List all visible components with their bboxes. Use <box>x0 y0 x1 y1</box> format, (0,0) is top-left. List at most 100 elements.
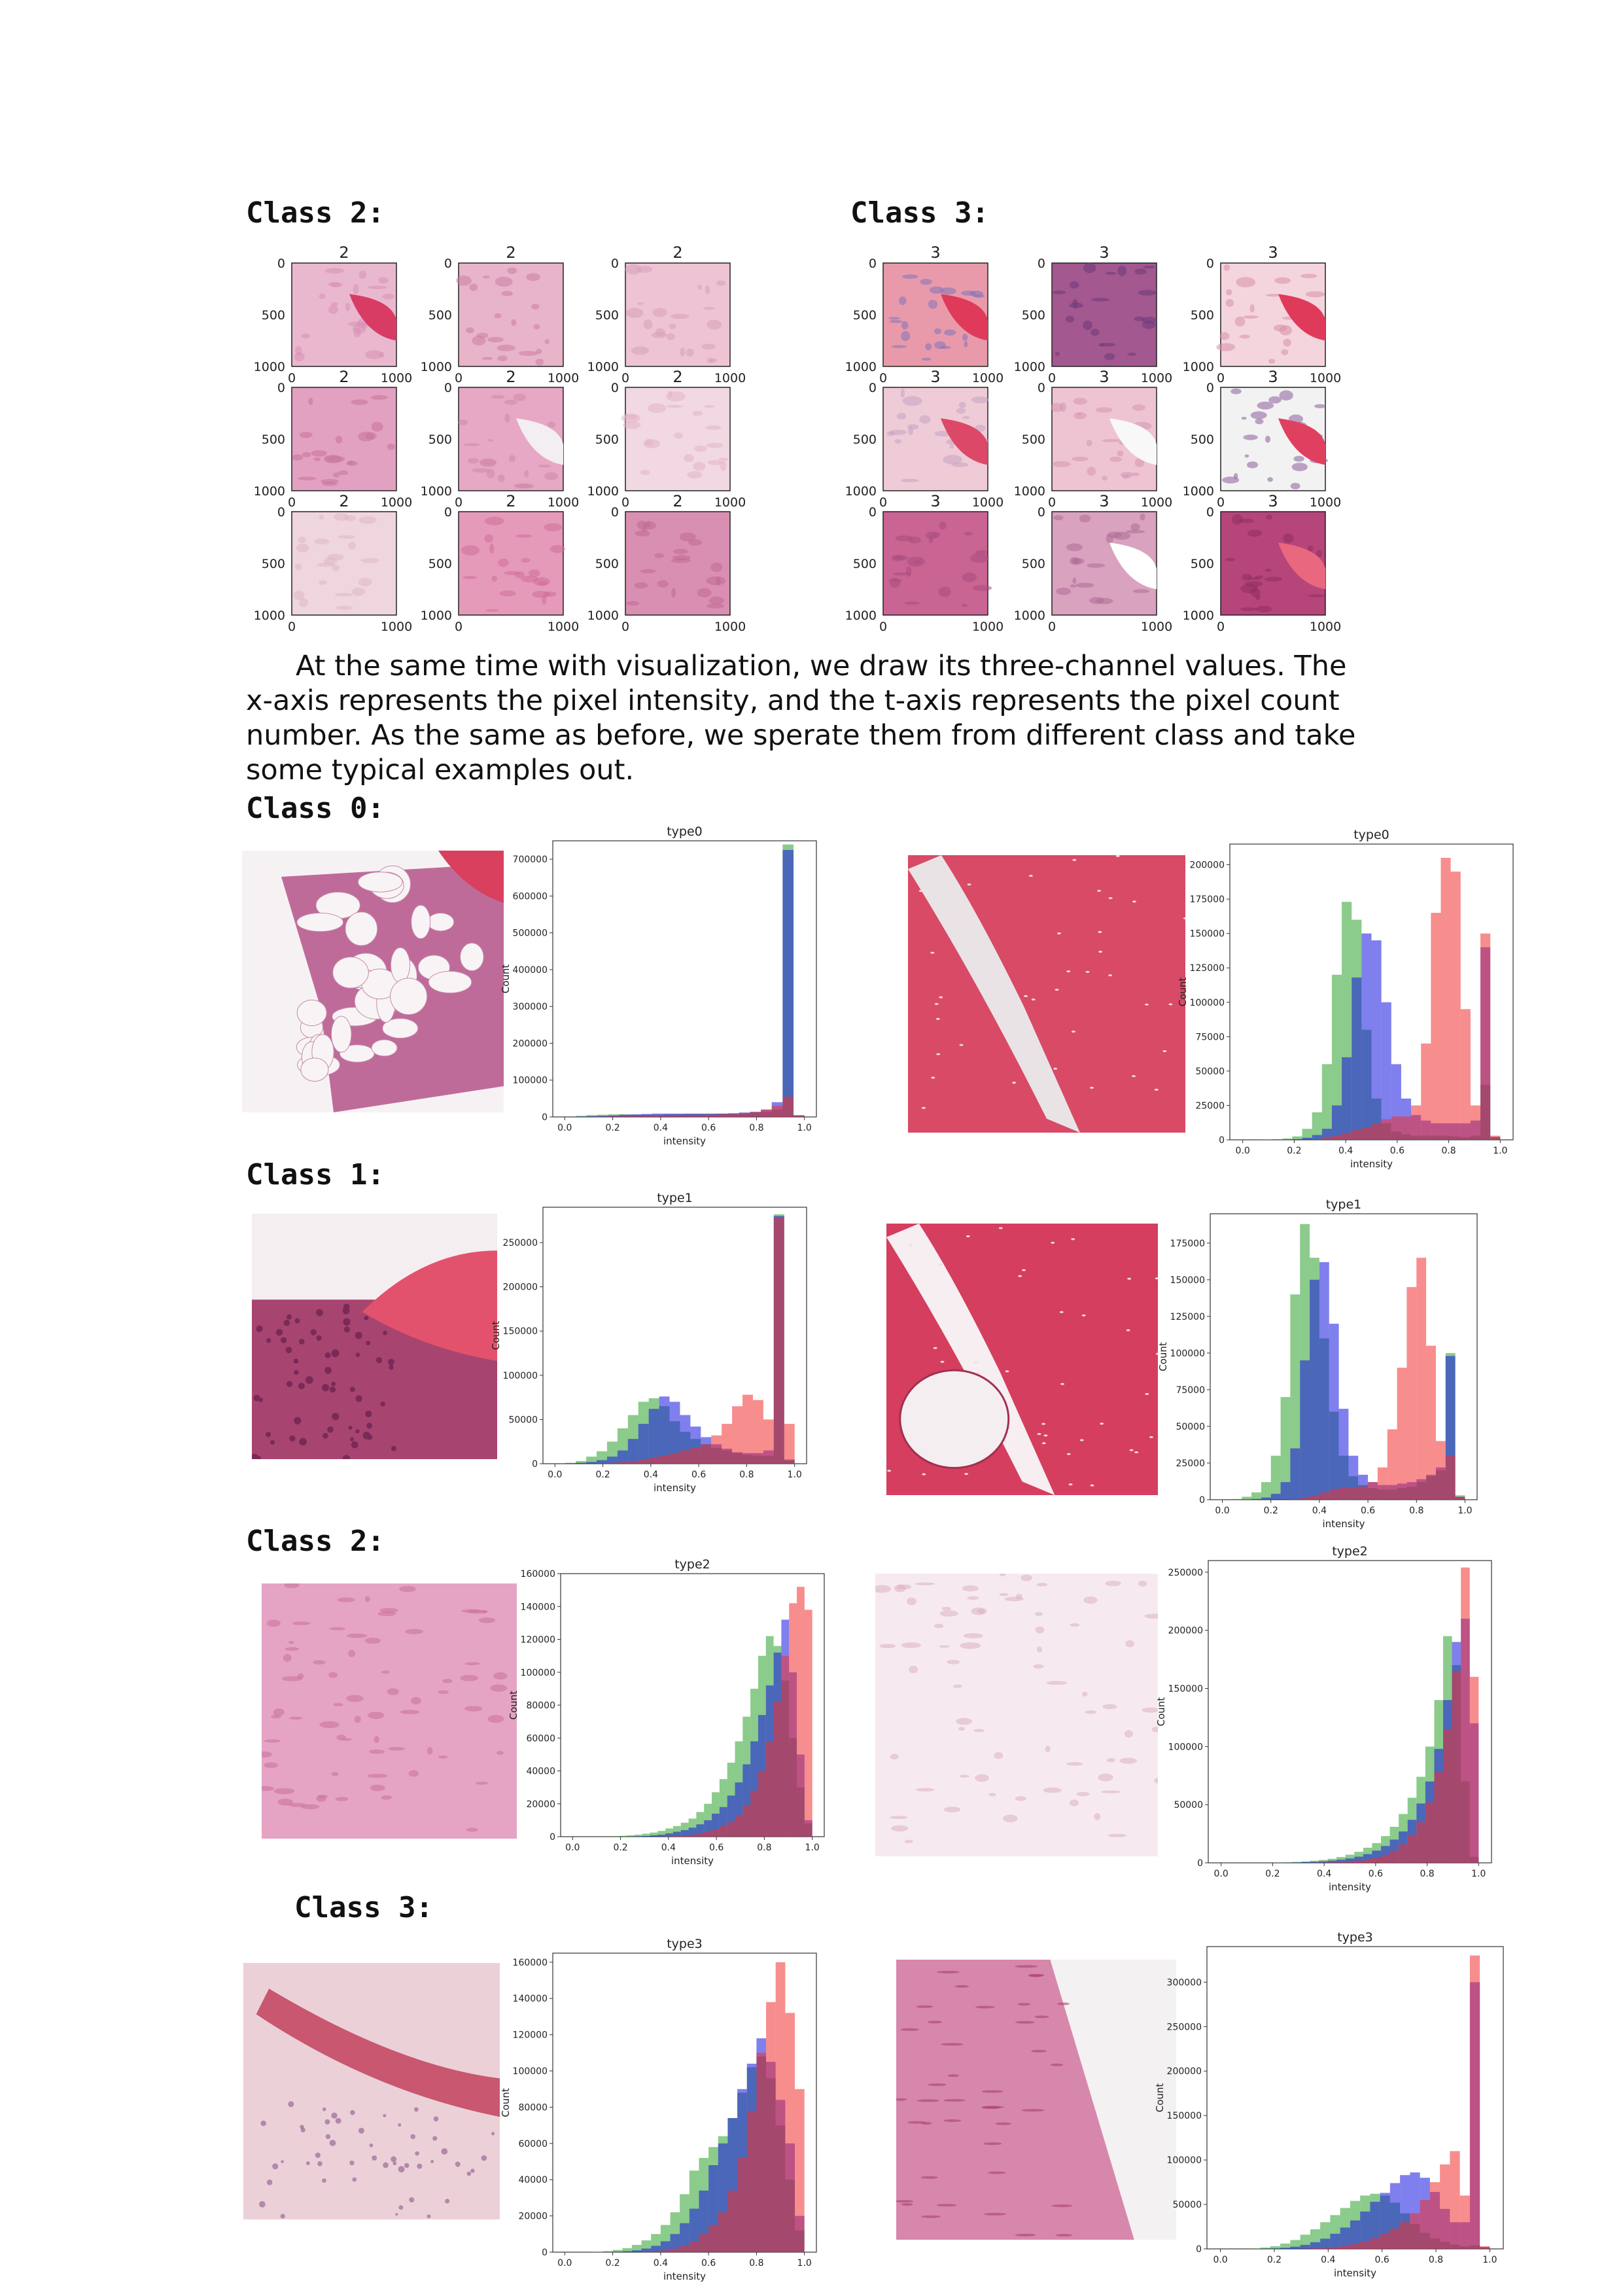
y-tick-label: 40000 <box>518 2175 548 2185</box>
photo-nucleus <box>286 1314 292 1320</box>
histogram-bar-blue <box>1330 2233 1340 2249</box>
photo-fiber <box>1057 2002 1070 2005</box>
tile-texture <box>526 273 541 281</box>
histogram-bar-green <box>1242 1496 1252 1500</box>
photo-texture <box>875 1585 892 1593</box>
photo-texture <box>1045 1745 1051 1753</box>
photo-texture <box>943 1807 961 1812</box>
histogram-class3-a: type3 0 20000 40000 60000 80000 100000 120000 14… <box>500 1937 817 2282</box>
tile-xtick: 1000 <box>381 495 412 510</box>
photo-lacuna <box>1089 1086 1094 1089</box>
histogram-bar-red <box>766 2002 776 2252</box>
histogram-bar-red <box>765 1741 774 1837</box>
tile-accent <box>349 294 396 341</box>
y-tick-label: 0 <box>550 1832 555 1843</box>
histogram-bar-blue <box>1345 1858 1355 1863</box>
histogram-bar-red <box>689 2241 699 2252</box>
photo-texture <box>467 1610 488 1614</box>
photo-fiber <box>995 2122 1012 2125</box>
tile-accent <box>1278 542 1325 590</box>
tile-ytick: 0 <box>611 381 619 395</box>
histogram-bar-red <box>684 1115 696 1117</box>
x-tick-label: 1.0 <box>1482 2255 1497 2265</box>
photo-fat-cell <box>345 911 378 946</box>
photo-texture <box>400 1710 420 1714</box>
tile-texture <box>1268 359 1276 364</box>
histogram-bar-green <box>1261 1482 1271 1500</box>
histogram-bar-red <box>1431 913 1441 1140</box>
y-tick-label: 100000 <box>513 2066 548 2077</box>
tile-texture <box>962 573 977 582</box>
photo-texture <box>387 1688 400 1695</box>
tile-texture <box>338 535 355 539</box>
photo-fiber <box>1021 2109 1045 2112</box>
histogram-bar-red <box>1381 1119 1391 1140</box>
histogram-bar-green <box>1292 1136 1302 1140</box>
photo-lacuna <box>1041 1422 1046 1425</box>
tile-texture <box>1225 557 1236 561</box>
tile-ytick: 500 <box>1022 433 1045 447</box>
tile-texture <box>1255 595 1261 600</box>
histogram-bar-blue <box>672 1831 681 1837</box>
histogram-bar-red <box>1480 2246 1490 2249</box>
tile-texture <box>964 531 973 536</box>
photo-texture <box>1119 1757 1137 1764</box>
histogram-bar-red <box>735 1815 743 1837</box>
photo-fiber <box>1055 2234 1073 2237</box>
tile-image <box>291 387 397 491</box>
tile-texture <box>1105 272 1117 275</box>
histogram-bar-blue <box>1310 1862 1319 1863</box>
tile-texture <box>973 294 985 298</box>
histogram-bar-red <box>1377 1467 1387 1500</box>
photo-fat-cell <box>371 1039 398 1057</box>
photo-nucleus <box>380 1402 385 1407</box>
tile-texture <box>332 564 340 571</box>
photo-nucleus <box>265 1432 271 1438</box>
tile-texture <box>1274 277 1291 284</box>
tile-texture <box>299 432 313 438</box>
tile-texture <box>495 276 513 287</box>
x-tick-label: 0.2 <box>1267 2255 1282 2265</box>
tissue-photo-class0-a <box>242 851 504 1112</box>
photo-texture <box>264 1739 281 1743</box>
tile-texture <box>718 457 729 461</box>
photo-texture <box>1154 1777 1158 1784</box>
histogram-bar-red <box>680 1450 691 1464</box>
histogram-bar-red <box>1435 1441 1446 1500</box>
histogram-bar-blue <box>1340 2227 1350 2249</box>
photo-fat-cell <box>390 947 411 983</box>
photo-texture <box>1015 1593 1023 1599</box>
x-tick-label: 0.6 <box>1369 1869 1383 1879</box>
histogram-bar-green <box>672 1826 681 1837</box>
tile-texture <box>1267 477 1274 482</box>
tile-texture <box>921 357 932 361</box>
photo-fiber <box>916 2099 940 2102</box>
photo-lacuna <box>1127 1277 1132 1280</box>
histogram-bar-red <box>1329 1489 1339 1500</box>
tissue-photo-class2-b <box>875 1574 1158 1856</box>
histogram-bar-red <box>781 1655 790 1837</box>
tile-ytick: 0 <box>444 505 452 520</box>
photo-fat-cell <box>357 872 403 892</box>
photo-nucleus <box>310 1329 317 1335</box>
x-tick-label: 0.8 <box>1409 1506 1423 1516</box>
tile-texture <box>949 445 954 449</box>
tile-label: 3 <box>930 243 940 262</box>
photo-nucleus <box>289 1435 296 1442</box>
photo-texture <box>1085 1710 1097 1714</box>
tile-texture <box>670 313 689 319</box>
histogram-bar-red <box>752 1400 763 1464</box>
photo-nucleus <box>335 2117 341 2124</box>
tile-texture <box>919 415 931 424</box>
tissue-photo-class2-a <box>262 1583 517 1839</box>
tile-texture <box>484 534 493 543</box>
tile-texture <box>925 343 932 351</box>
histogram-bar-green <box>602 2251 613 2252</box>
tile-texture <box>1305 291 1325 298</box>
tile-label: 2 <box>506 492 515 510</box>
photo-texture <box>464 1706 483 1712</box>
tile-texture <box>1069 302 1083 308</box>
tile-texture <box>480 458 497 467</box>
tile-texture <box>668 391 673 398</box>
tile-texture <box>1265 435 1271 443</box>
